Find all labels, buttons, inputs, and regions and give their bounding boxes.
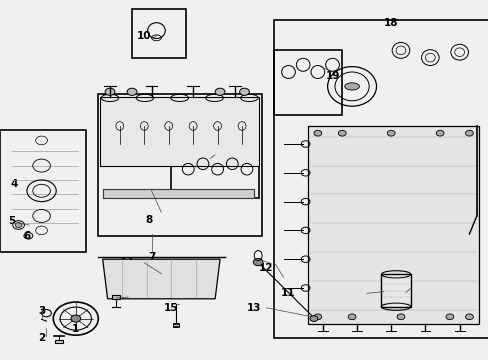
Text: 6: 6 — [23, 231, 30, 241]
Circle shape — [435, 130, 443, 136]
Bar — [172, 323, 179, 327]
Polygon shape — [307, 126, 478, 324]
Circle shape — [465, 314, 472, 320]
Bar — [273, 50, 342, 115]
Bar — [171, 144, 259, 198]
Text: 13: 13 — [246, 303, 261, 313]
Circle shape — [127, 88, 137, 95]
Circle shape — [347, 314, 355, 320]
Circle shape — [396, 314, 404, 320]
Text: 19: 19 — [325, 71, 339, 81]
Circle shape — [253, 258, 263, 266]
Circle shape — [215, 88, 224, 95]
Text: 17: 17 — [395, 288, 410, 298]
Bar — [55, 340, 62, 343]
Circle shape — [338, 130, 346, 136]
Text: 5: 5 — [9, 216, 16, 226]
Text: 3: 3 — [38, 306, 45, 316]
Polygon shape — [100, 97, 259, 166]
Circle shape — [71, 315, 81, 322]
Text: 7: 7 — [147, 252, 155, 262]
Polygon shape — [102, 259, 220, 299]
Circle shape — [309, 316, 317, 321]
Circle shape — [15, 222, 22, 228]
Bar — [0, 130, 85, 252]
Text: 12: 12 — [259, 263, 273, 273]
Circle shape — [105, 88, 115, 95]
Text: 16: 16 — [115, 288, 129, 298]
Bar — [98, 94, 261, 236]
Bar — [112, 295, 120, 299]
Bar — [381, 274, 410, 307]
Circle shape — [386, 130, 394, 136]
Circle shape — [313, 130, 321, 136]
Text: 18: 18 — [383, 18, 398, 28]
Circle shape — [239, 88, 249, 95]
Circle shape — [465, 130, 472, 136]
Text: 4: 4 — [11, 179, 19, 189]
Text: 2: 2 — [38, 333, 45, 343]
Ellipse shape — [344, 83, 359, 90]
Bar — [102, 189, 254, 198]
Text: 14: 14 — [120, 258, 134, 268]
Text: 10: 10 — [137, 31, 151, 41]
Text: 9: 9 — [206, 155, 213, 165]
Bar — [273, 20, 488, 338]
Text: 11: 11 — [281, 288, 295, 298]
Text: 15: 15 — [163, 303, 178, 313]
Circle shape — [445, 314, 453, 320]
Bar — [132, 9, 185, 58]
Text: 1: 1 — [72, 324, 79, 334]
Circle shape — [313, 314, 321, 320]
Bar — [102, 189, 254, 198]
Text: 8: 8 — [145, 215, 152, 225]
